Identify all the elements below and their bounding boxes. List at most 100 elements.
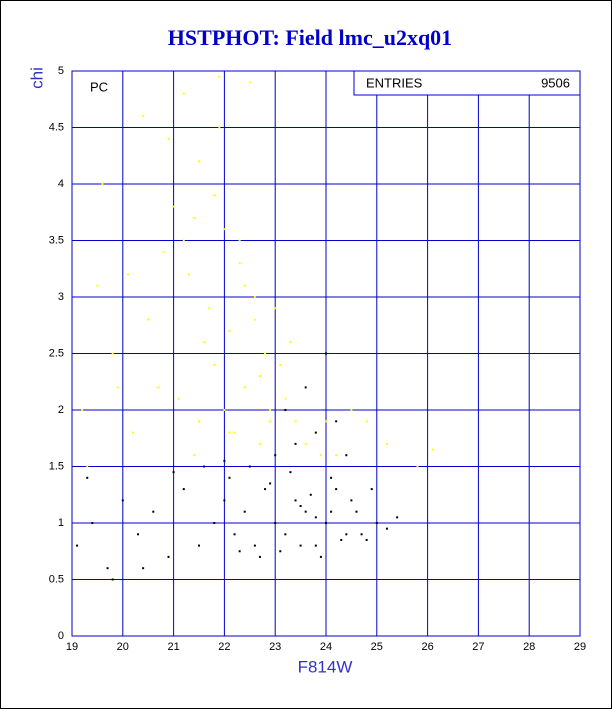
point xyxy=(294,442,297,445)
point xyxy=(228,329,231,332)
point xyxy=(238,262,241,265)
point xyxy=(431,448,434,451)
point xyxy=(152,510,155,513)
point xyxy=(147,318,150,321)
point xyxy=(142,115,145,118)
x-tick-label: 27 xyxy=(472,641,484,653)
chart-title: HSTPHOT: Field lmc_u2xq01 xyxy=(168,25,452,50)
point xyxy=(294,499,297,502)
point xyxy=(243,510,246,513)
point xyxy=(253,318,256,321)
point xyxy=(81,409,84,411)
x-tick-label: 28 xyxy=(523,641,535,653)
point xyxy=(365,538,368,541)
point xyxy=(187,273,190,276)
point xyxy=(370,488,373,491)
point xyxy=(269,420,272,423)
point xyxy=(416,465,419,468)
x-tick-label: 29 xyxy=(574,641,586,653)
point xyxy=(258,555,261,558)
point xyxy=(335,488,338,491)
point xyxy=(111,352,114,355)
point xyxy=(264,488,267,491)
x-axis-label: F814W xyxy=(298,657,353,676)
point xyxy=(192,216,195,219)
point xyxy=(182,488,185,491)
stats-value: 9506 xyxy=(541,75,570,90)
point xyxy=(213,363,216,366)
point xyxy=(269,409,272,411)
point xyxy=(258,442,261,445)
point xyxy=(86,465,89,468)
point xyxy=(76,544,79,547)
point xyxy=(106,567,109,570)
point xyxy=(325,352,327,355)
point xyxy=(162,250,165,253)
point xyxy=(314,516,317,519)
point xyxy=(274,522,277,524)
y-tick-label: 3 xyxy=(58,291,64,303)
point xyxy=(203,341,206,344)
point xyxy=(325,420,327,423)
point xyxy=(218,126,221,129)
x-tick-label: 21 xyxy=(167,641,179,653)
point xyxy=(167,555,170,558)
point xyxy=(228,431,231,434)
stats-label: ENTRIES xyxy=(366,75,423,90)
point xyxy=(137,533,140,536)
point xyxy=(248,465,251,468)
point xyxy=(126,273,129,276)
annotation: PC xyxy=(90,79,108,94)
point xyxy=(203,465,206,468)
y-tick-label: 0.5 xyxy=(49,573,64,585)
point xyxy=(319,555,322,558)
point xyxy=(304,386,307,389)
y-tick-label: 3.5 xyxy=(49,234,64,246)
point xyxy=(86,476,89,479)
point xyxy=(233,533,236,536)
point xyxy=(121,499,124,502)
point xyxy=(264,352,267,355)
point xyxy=(299,505,302,508)
x-tick-label: 22 xyxy=(218,641,230,653)
y-tick-label: 5 xyxy=(58,65,64,77)
point xyxy=(355,510,358,513)
y-tick-label: 4.5 xyxy=(49,121,64,133)
point xyxy=(157,386,160,389)
point xyxy=(238,550,241,553)
point xyxy=(294,420,297,423)
point xyxy=(279,363,282,366)
y-tick-label: 4 xyxy=(58,178,64,190)
point xyxy=(375,522,378,524)
point xyxy=(243,284,246,287)
point xyxy=(360,533,363,536)
point xyxy=(279,550,282,553)
point xyxy=(335,420,338,423)
stats-box xyxy=(353,70,581,96)
point xyxy=(91,522,94,524)
point xyxy=(385,527,388,530)
point xyxy=(269,482,272,485)
point xyxy=(253,296,256,298)
point xyxy=(284,533,287,536)
point xyxy=(213,522,216,524)
point xyxy=(309,493,312,496)
point xyxy=(223,459,226,462)
point xyxy=(274,454,277,457)
point xyxy=(96,284,99,287)
x-tick-label: 26 xyxy=(421,641,433,653)
point xyxy=(243,386,246,389)
x-tick-label: 23 xyxy=(269,641,281,653)
y-tick-label: 2.5 xyxy=(49,347,64,359)
x-tick-label: 19 xyxy=(66,641,78,653)
point xyxy=(248,81,251,84)
point xyxy=(304,442,307,445)
point xyxy=(345,454,348,457)
point xyxy=(198,160,200,163)
point xyxy=(325,522,327,524)
point xyxy=(182,239,185,242)
point xyxy=(111,578,114,581)
point xyxy=(253,544,256,547)
